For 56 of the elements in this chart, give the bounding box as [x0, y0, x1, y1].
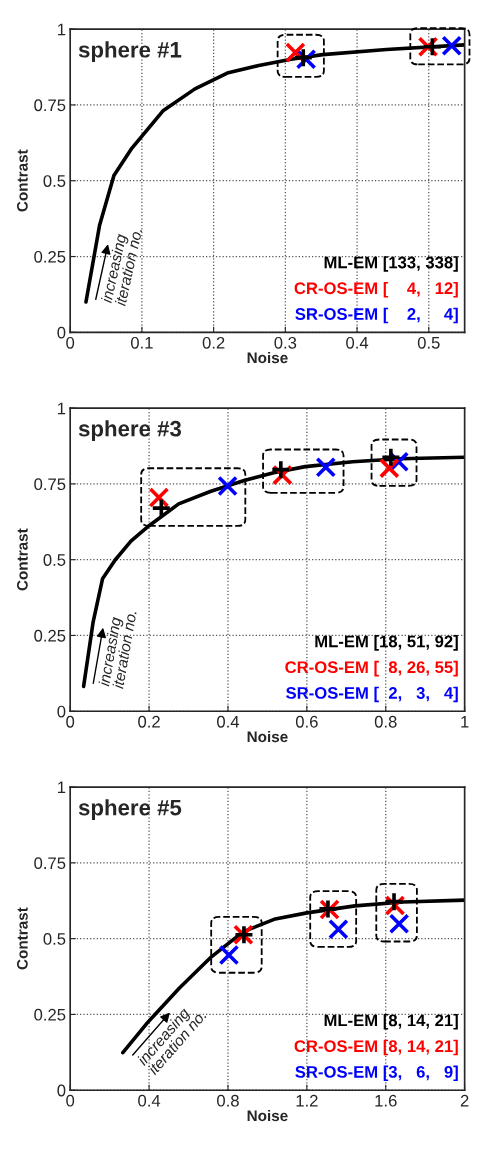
x-tick-label: 0.2 — [138, 715, 160, 728]
point — [315, 456, 337, 478]
x-tick-label: 0.5 — [417, 336, 440, 349]
text: CR-OS-EM [ 8, 26, 55] — [285, 660, 458, 677]
y-tick-label: 0 — [57, 326, 66, 339]
x-axis-title: Noise — [247, 1109, 288, 1122]
x-axis-title: Noise — [247, 730, 288, 743]
text: sphere #3 — [78, 420, 182, 441]
y-tick-label: 1 — [58, 402, 66, 415]
y-tick-label: 0.5 — [43, 933, 66, 945]
y-tick-label: 1 — [58, 23, 66, 36]
y-tick-label: 0.25 — [34, 1008, 66, 1021]
y-tick-label: 1 — [58, 781, 66, 794]
x-tick-label: 0.6 — [295, 715, 318, 728]
x-tick-label: 0 — [66, 336, 75, 349]
text: CR-OS-EM [8, 14, 21] — [294, 1039, 458, 1056]
text: ML-EM [133, 338] — [324, 256, 458, 272]
y-tick-label: 0.25 — [34, 629, 66, 642]
x-tick-label: 0.4 — [346, 336, 369, 349]
y-tick-label: 0.75 — [34, 478, 66, 491]
text: CR-OS-EM [ 4, 12] — [294, 281, 458, 298]
y-tick-label: 0.75 — [34, 99, 66, 112]
text: SR-OS-EM [ 2, 3, 4] — [286, 686, 458, 703]
y-tick-label: 0.5 — [43, 175, 66, 187]
y-tick-label: 0 — [57, 705, 66, 718]
point — [150, 497, 172, 519]
x-tick-label: 0.8 — [374, 715, 397, 728]
y-tick-label: 0.5 — [43, 554, 66, 566]
x-tick-label: 0.4 — [217, 715, 240, 728]
x-tick-label: 1 — [461, 716, 469, 728]
x-tick-label: 0.4 — [138, 1094, 161, 1107]
x-tick-label: 0.8 — [217, 1094, 239, 1107]
y-tick-label: 0.25 — [34, 250, 66, 263]
x-tick-label: 2 — [460, 1094, 469, 1107]
y-axis-title: Contrast — [16, 149, 28, 212]
y-axis-title: Contrast — [16, 528, 28, 591]
text: SR-OS-EM [ 2, 4] — [295, 307, 458, 324]
x-tick-label: 0.1 — [130, 336, 153, 349]
text: ML-EM [8, 14, 21] — [324, 1014, 458, 1030]
x-tick-label: 0.2 — [202, 336, 225, 349]
point — [270, 459, 292, 480]
y-axis-title: Contrast — [16, 907, 28, 970]
point — [217, 475, 238, 497]
x-tick-label: 0.3 — [274, 336, 297, 349]
text: ML-EM [18, 51, 92] — [315, 635, 458, 651]
x-tick-label: 0 — [66, 1094, 75, 1107]
text: sphere #1 — [78, 41, 182, 62]
point — [148, 487, 170, 508]
text: SR-OS-EM [3, 6, 9] — [295, 1065, 458, 1082]
x-tick-label: 0 — [66, 715, 75, 728]
x-tick-label: 1.6 — [375, 1094, 397, 1107]
x-axis-title: Noise — [247, 352, 288, 364]
text: sphere #5 — [78, 799, 182, 820]
y-tick-label: 0.75 — [34, 857, 66, 870]
x-tick-label: 1.2 — [296, 1094, 318, 1107]
y-tick-label: 0 — [57, 1084, 66, 1097]
